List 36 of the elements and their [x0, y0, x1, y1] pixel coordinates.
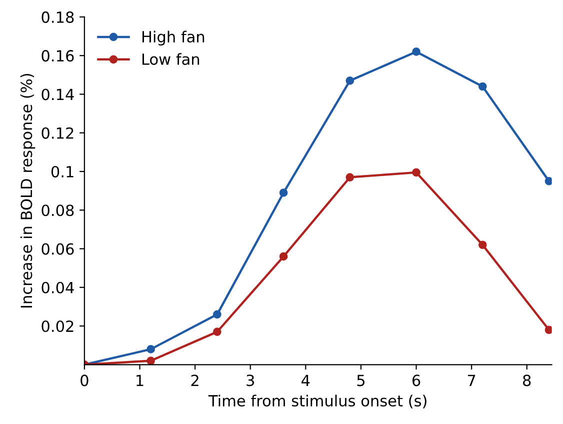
y-tick-label: 0.16	[42, 50, 74, 62]
y-axis-title: Increase in BOLD response (%)	[20, 74, 36, 308]
point	[279, 188, 288, 197]
point	[346, 173, 354, 182]
point	[346, 76, 354, 85]
point	[544, 176, 552, 186]
x-tick-label: 2	[191, 374, 198, 386]
x-tick-label: 3	[246, 374, 254, 386]
y-tick-label: 0.1	[51, 166, 74, 178]
y-tick-label: 0.14	[42, 88, 74, 100]
x-tick-label: 7	[468, 374, 476, 386]
point	[213, 328, 222, 336]
point	[544, 326, 552, 334]
y-tick-label: 0.12	[42, 127, 74, 139]
y-tick-label: 0.08	[42, 204, 74, 216]
point	[146, 345, 155, 354]
y-tick-label: 0.06	[42, 243, 74, 255]
point	[478, 82, 487, 91]
point	[279, 252, 288, 261]
point	[213, 310, 222, 319]
x-tick-label: 6	[412, 374, 420, 386]
x-tick-label: 1	[136, 374, 144, 386]
x-tick-label: 8	[523, 374, 531, 386]
x-tick-label: 4	[302, 374, 310, 386]
x-axis-title: Time from stimulus onset (s)	[208, 394, 426, 408]
legend-label: High fan	[142, 30, 204, 46]
x-tick-label: 0	[80, 374, 88, 386]
legend-label: Low fan	[142, 53, 200, 65]
y-tick-label: 0.02	[42, 320, 74, 332]
x-tick-label: 5	[357, 374, 364, 386]
point	[412, 168, 420, 177]
point	[478, 240, 487, 250]
y-tick-label: 0.04	[42, 282, 74, 294]
y-tick-label: 0.18	[42, 11, 74, 23]
point	[412, 48, 420, 56]
point	[146, 356, 155, 365]
